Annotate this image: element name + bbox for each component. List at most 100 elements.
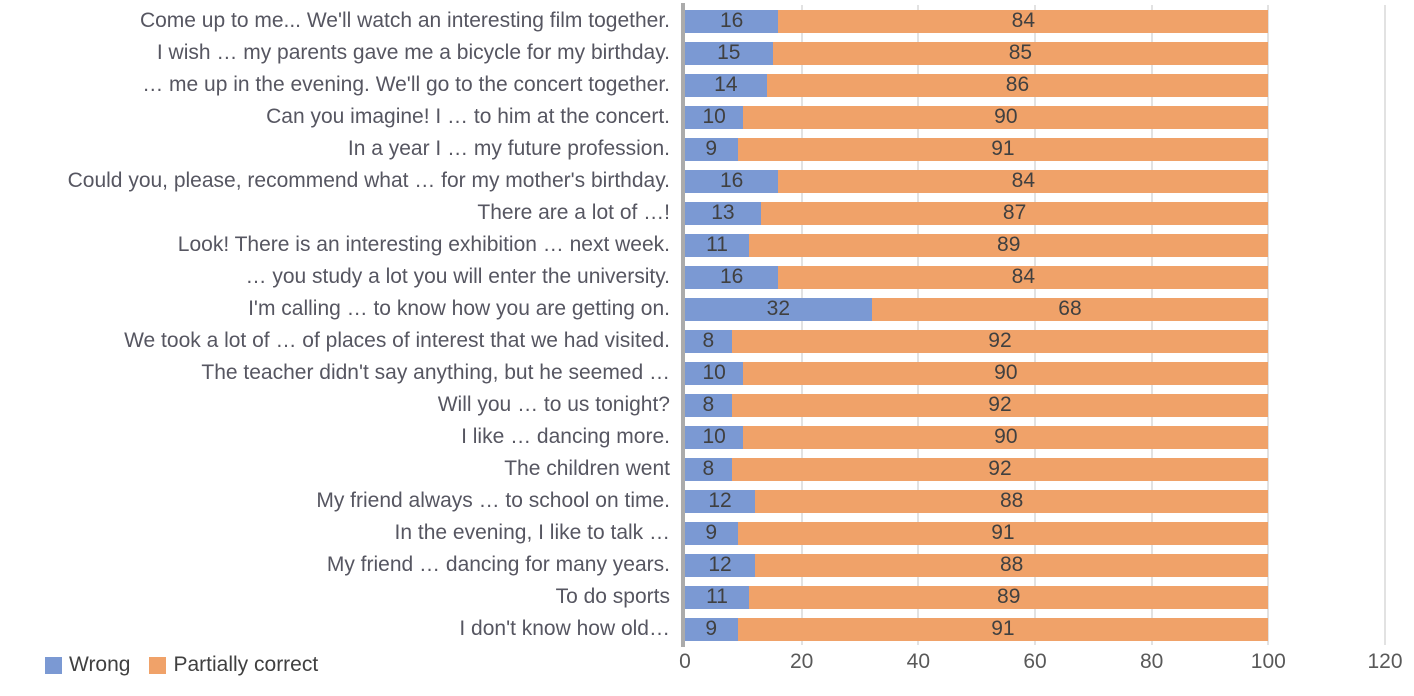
gridline-80: [1150, 5, 1153, 645]
gridline-60: [1034, 5, 1036, 645]
bar-row: 16 84: [685, 9, 1269, 33]
category-label: My friend … dancing for many years.: [326, 553, 670, 576]
legend-swatch-icon: [45, 656, 62, 674]
bar-segment-partially-correct: 87: [760, 201, 1269, 225]
category-label: Come up to me... We'll watch an interest…: [139, 9, 670, 32]
category-label: … me up in the evening. We'll go to the …: [142, 73, 670, 96]
bar-segment-partially-correct: 84: [778, 169, 1269, 193]
data-label: 68: [1058, 297, 1082, 320]
value-axis-line: [681, 3, 685, 647]
gridline-100: [1267, 5, 1270, 645]
category-axis: Come up to me... We'll watch an interest…: [0, 5, 678, 645]
data-label: 89: [997, 585, 1021, 608]
bar-segment-partially-correct: 90: [743, 425, 1269, 449]
data-label: 8: [702, 457, 715, 480]
bar-segment-partially-correct: 90: [743, 105, 1269, 129]
bar-row: 13 87: [685, 201, 1269, 225]
bar-segment-partially-correct: 91: [737, 137, 1269, 161]
bar-row: 12 88: [685, 489, 1269, 513]
bar-segment-wrong: 16: [685, 169, 779, 193]
category-label: To do sports: [555, 585, 670, 608]
bar-row: 9 91: [685, 521, 1269, 545]
data-label: 9: [705, 617, 718, 640]
bar-segment-wrong: 16: [685, 9, 779, 33]
bar-row: 8 92: [685, 393, 1269, 417]
bar-row: 16 84: [685, 169, 1269, 193]
data-label: 10: [702, 105, 726, 128]
data-label: 88: [999, 553, 1024, 576]
bar-row: 10 90: [685, 361, 1269, 385]
legend: Wrong Partially correct: [45, 653, 318, 677]
gridline-20: [800, 5, 803, 645]
legend-item-partially-correct: Partially correct: [149, 653, 318, 677]
bar-segment-wrong: 11: [685, 233, 750, 257]
data-label: 84: [1011, 9, 1035, 32]
bar-segment-partially-correct: 92: [731, 457, 1269, 481]
bar-row: 8 92: [685, 457, 1269, 481]
bar-segment-wrong: 15: [685, 41, 773, 65]
bar-row: 11 89: [685, 585, 1269, 609]
bar-segment-wrong: 8: [685, 329, 732, 353]
bar-segment-wrong: 11: [685, 585, 750, 609]
bar-row: 10 90: [685, 425, 1269, 449]
x-tick-label: 60: [1023, 650, 1047, 673]
data-label: 8: [702, 393, 715, 416]
bar-row: 14 86: [685, 73, 1269, 97]
data-label: 84: [1011, 265, 1035, 288]
x-tick-label: 100: [1250, 650, 1286, 673]
data-label: 15: [717, 41, 741, 64]
data-label: 9: [705, 137, 718, 160]
bar-segment-wrong: 9: [685, 521, 738, 545]
data-label: 10: [702, 425, 726, 448]
bar-segment-partially-correct: 68: [871, 297, 1269, 321]
data-label: 12: [708, 489, 732, 512]
bar-row: 8 92: [685, 329, 1269, 353]
bar-segment-wrong: 10: [685, 425, 744, 449]
data-label: 90: [994, 361, 1018, 384]
bar-row: 15 85: [685, 41, 1269, 65]
data-label: 11: [706, 585, 728, 608]
bar-segment-wrong: 10: [685, 361, 744, 385]
bar-segment-wrong: 10: [685, 105, 744, 129]
data-label: 8: [702, 329, 715, 352]
bar-segment-partially-correct: 85: [772, 41, 1269, 65]
category-label: I'm calling … to know how you are gettin…: [248, 297, 670, 320]
category-label: Could you, please, recommend what … for …: [67, 169, 670, 192]
category-label: Look! There is an interesting exhibition…: [177, 233, 670, 256]
data-label: 16: [719, 9, 744, 32]
data-label: 13: [711, 201, 735, 224]
bar-segment-partially-correct: 89: [749, 233, 1269, 257]
data-label: 16: [719, 169, 744, 192]
legend-label: Partially correct: [173, 653, 319, 676]
legend-item-wrong: Wrong: [45, 653, 130, 677]
bar-row: 9 91: [685, 617, 1269, 641]
bar-segment-partially-correct: 84: [778, 265, 1269, 289]
data-label: 91: [991, 521, 1015, 544]
bar-segment-partially-correct: 91: [737, 617, 1269, 641]
bar-segment-wrong: 8: [685, 393, 732, 417]
data-label: 9: [705, 521, 718, 544]
bar-segment-partially-correct: 91: [737, 521, 1269, 545]
data-label: 84: [1011, 169, 1035, 192]
gridline-40: [917, 5, 920, 645]
bar-segment-wrong: 12: [685, 553, 755, 577]
x-tick-label: 20: [789, 650, 814, 673]
bar-segment-wrong: 8: [685, 457, 732, 481]
data-label: 92: [988, 329, 1012, 352]
data-label: 92: [988, 393, 1012, 416]
bar-segment-partially-correct: 90: [743, 361, 1269, 385]
data-label: 86: [1005, 73, 1030, 96]
data-label: 90: [994, 425, 1018, 448]
data-label: 85: [1008, 41, 1033, 64]
bar-segment-partially-correct: 88: [755, 553, 1269, 577]
data-label: 10: [702, 361, 726, 384]
legend-swatch-icon: [149, 656, 167, 674]
bar-segment-wrong: 13: [685, 201, 761, 225]
bar-row: 9 91: [685, 137, 1269, 161]
category-label: The teacher didn't say anything, but he …: [201, 361, 670, 384]
category-label: In the evening, I like to talk …: [394, 521, 670, 544]
bar-row: 12 88: [685, 553, 1269, 577]
bar-segment-wrong: 32: [685, 297, 872, 321]
category-label: I like … dancing more.: [461, 425, 670, 448]
